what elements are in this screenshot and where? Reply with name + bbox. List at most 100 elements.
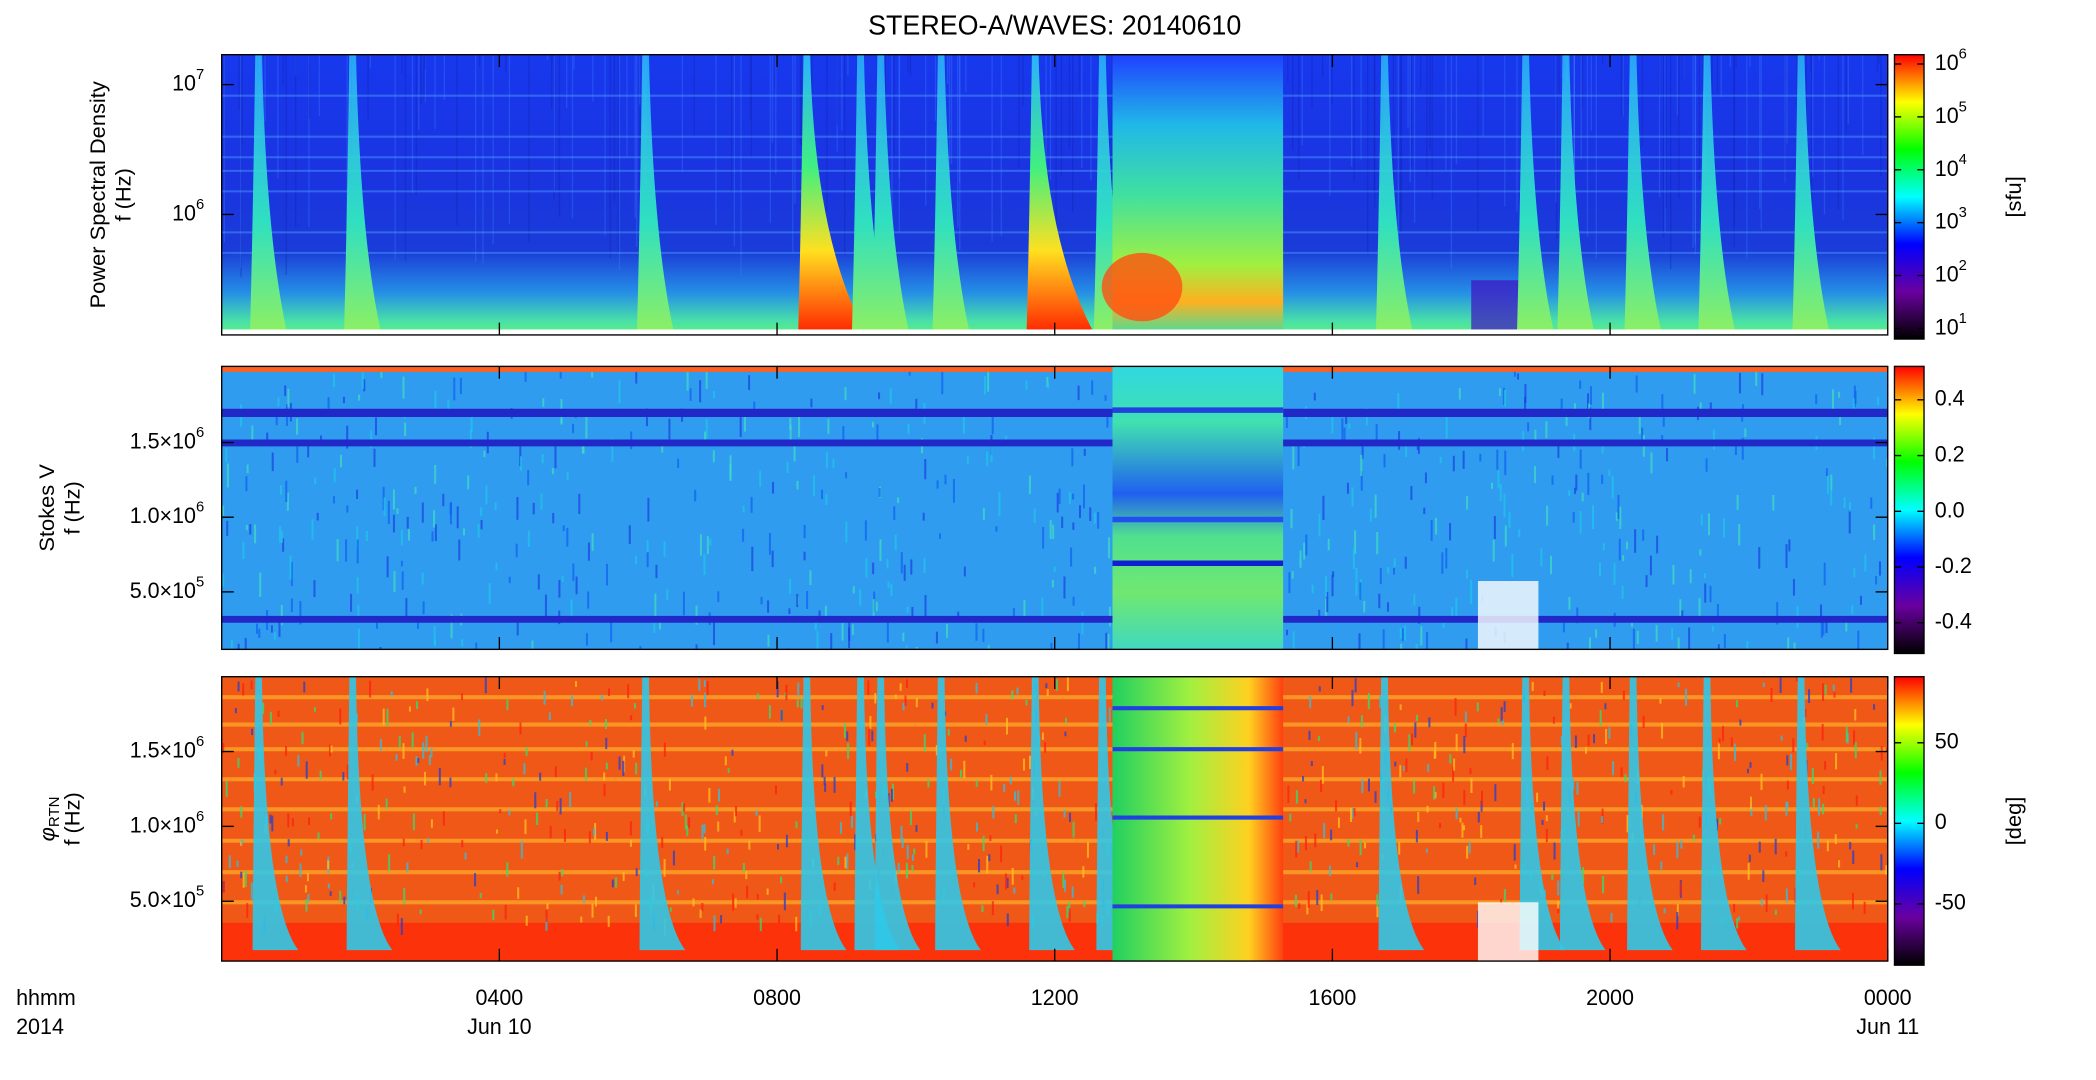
spectrogram-texture [874,693,877,704]
spectrogram-texture [1843,497,1846,509]
spectrogram-texture [1792,738,1795,753]
spectrogram-texture [950,758,953,771]
spectrogram-texture [403,888,406,905]
spectrogram-texture [1761,373,1764,396]
tick-label-base: 10 [1935,208,1959,233]
spectrogram-texture [313,707,316,712]
spectrogram-texture [1021,875,1024,880]
spectrogram-texture [456,506,459,529]
spectrogram-texture [1682,776,1685,788]
spectrogram-texture [1410,486,1413,500]
spectrogram-texture [488,582,491,604]
spectrogram-texture [485,773,488,783]
spectrogram-texture [1399,627,1402,639]
spectrogram-texture [591,903,594,918]
spectrogram-texture [1750,809,1753,816]
spectrogram-texture [433,626,436,645]
spectrogram-texture [1299,550,1302,568]
spectrogram-texture [1500,899,1503,905]
spectrogram-burst [1026,54,1096,335]
spectrogram-texture [387,500,390,524]
spectrogram-texture [900,552,903,574]
spectrogram-texture [1734,445,1737,456]
spectrogram-texture [1574,735,1577,748]
spectrogram-texture [668,778,671,791]
spectrogram-texture [464,852,467,860]
spectrogram-texture [1309,696,1312,709]
spectrogram-texture [1774,838,1777,855]
tick-label: -0.4 [1935,608,1972,633]
spectrogram-texture [1442,782,1445,798]
spectrogram-texture [615,877,618,888]
spectrogram-texture [1820,615,1823,638]
spectrogram-texture [893,506,896,520]
spectrogram-texture [1297,441,1300,466]
spectrogram-texture [1873,524,1876,541]
spectrogram-texture [1602,543,1605,551]
spectrogram-texture [345,539,348,562]
spectrogram-texture [1785,544,1788,568]
spectrogram-texture [300,849,303,856]
spectrogram-texture [724,756,727,766]
spectrogram-texture [1749,762,1752,768]
spectrogram-texture [400,529,403,546]
spectrogram-texture [1051,579,1054,588]
spectrogram-texture [527,470,530,486]
spectrogram-texture [1581,492,1584,502]
tick-label: 104 [1935,152,1967,181]
spectrogram-texture [1511,553,1514,578]
spectrogram-texture [1545,815,1548,822]
spectrogram-texture [1588,637,1591,650]
spectrogram-texture [1286,629,1289,636]
tick-label-exponent: 6 [196,425,204,441]
spectrogram-texture [1543,889,1546,897]
spectrogram-texture [1425,631,1429,650]
spectrogram-texture [343,896,346,905]
spectrogram-texture [1307,891,1310,908]
spectrogram-texture [541,454,544,464]
spectrogram-texture [1452,766,1455,782]
spectrogram-texture [774,785,777,795]
spectrogram-texture [291,818,294,827]
spectrogram-texture [813,475,816,497]
spectrogram-texture [1886,458,1888,468]
spectrogram-texture [591,370,594,378]
spectrogram-texture [605,563,608,586]
spectrogram-texture [327,860,330,870]
tick-label: 101 [1935,311,1967,340]
spectrogram-texture [271,815,274,832]
spectrogram-texture [1504,450,1507,476]
spectrogram-texture [1508,511,1511,529]
spectrogram-texture [519,722,522,735]
spectrogram-texture [915,698,918,708]
spectrogram-texture [587,542,590,561]
spectrogram-texture [610,622,613,643]
spectrogram-texture [339,708,342,725]
spectrogram-texture [1630,619,1634,627]
spectrogram-texture [1468,841,1471,854]
spectrogram-texture [1352,547,1355,569]
spectrogram-texture [303,681,306,693]
spectrogram-texture [681,802,684,817]
spectrogram-texture [1780,735,1783,741]
spectrogram-texture [824,783,827,792]
spectrogram-texture [1083,448,1086,456]
tick-label-base: 1.5×10 [130,428,196,453]
spectrogram-burst [1792,54,1830,335]
spectrogram-texture [1346,482,1349,494]
spectrogram-texture [1560,398,1563,417]
spectrogram-texture [1838,391,1841,398]
spectrogram-texture [991,901,994,916]
spectrogram-texture [1107,633,1110,650]
spectrogram-texture [237,757,240,768]
spectrogram-texture [608,688,611,697]
spectrogram-texture [1772,494,1775,511]
spectrogram-texture [1693,373,1696,394]
spectrogram-texture [1399,765,1402,778]
spectrogram-texture [1859,595,1862,605]
spectrogram-texture [1758,547,1761,569]
spectrogram-texture [379,739,382,751]
spectrogram-texture [796,480,799,490]
spectrogram-texture [987,645,990,650]
